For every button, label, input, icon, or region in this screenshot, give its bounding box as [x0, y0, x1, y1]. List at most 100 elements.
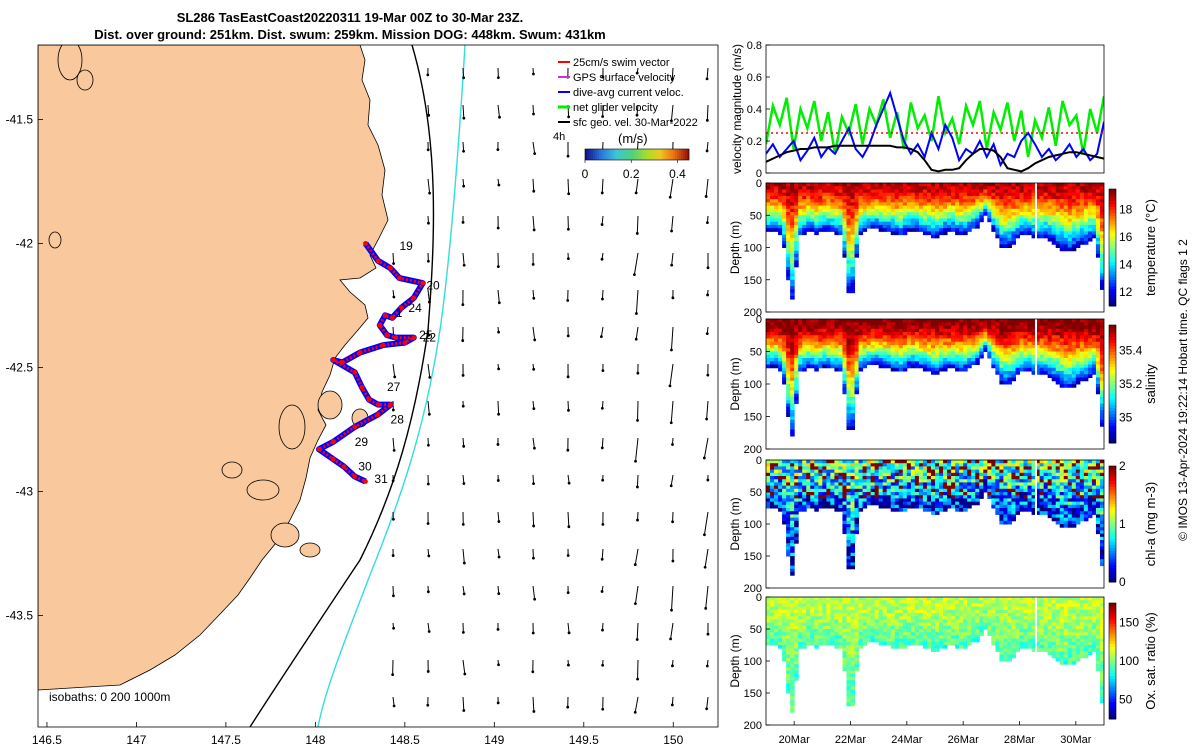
- current-arrow-head: [635, 638, 639, 641]
- current-arrow-head: [600, 257, 604, 261]
- current-arrow-head: [427, 113, 431, 117]
- current-arrow-head: [634, 459, 637, 463]
- day-label: 20: [426, 279, 440, 293]
- current-arrow-head: [600, 446, 604, 450]
- current-arrow-head: [671, 559, 675, 563]
- current-arrow-head: [566, 334, 570, 338]
- day-label: 1: [396, 306, 403, 320]
- track-point: [384, 332, 390, 338]
- current-arrow-head: [566, 227, 570, 231]
- colorbar-cell: [587, 149, 590, 160]
- current-arrow-head: [671, 443, 674, 446]
- current-arrow-head: [497, 183, 501, 187]
- current-arrow-head: [532, 72, 535, 76]
- colorbar-cell: [641, 149, 644, 160]
- tasmania-land: [38, 45, 389, 691]
- colorbar-cell: [667, 149, 670, 160]
- current-arrow: [634, 696, 639, 713]
- current-arrow-head: [567, 525, 571, 529]
- current-arrow: [567, 511, 570, 527]
- current-arrow-head: [566, 257, 570, 261]
- current-arrow: [532, 141, 536, 154]
- current-arrow-head: [532, 367, 536, 371]
- colorbar-cell: [591, 149, 594, 160]
- current-arrow-head: [636, 677, 639, 681]
- current-arrow-head: [392, 594, 395, 598]
- track-point: [411, 335, 417, 341]
- colorbar-cell: [679, 149, 682, 160]
- current-arrow-head: [634, 191, 638, 195]
- current-arrow: [601, 548, 604, 560]
- current-arrow-head: [496, 443, 500, 446]
- current-arrow: [671, 585, 674, 611]
- current-arrow-head: [461, 373, 465, 377]
- colorbar-cell: [595, 149, 598, 160]
- current-arrow-head: [532, 524, 536, 528]
- current-arrow-head: [566, 591, 570, 595]
- current-arrow-head: [706, 221, 709, 225]
- colorbar-prefix: 4h: [553, 131, 565, 143]
- colorbar-tick-label: 0: [582, 167, 589, 181]
- current-arrow-head: [461, 339, 465, 342]
- colorbar-cell: [613, 149, 616, 160]
- legend-item-swim: 25cm/s swim vector: [558, 57, 670, 69]
- current-arrow-head: [601, 523, 605, 526]
- colorbar-cell: [625, 149, 628, 160]
- colorbar-cell: [593, 149, 596, 160]
- current-arrow: [703, 437, 709, 459]
- legend-sfc-label: sfc geo. vel. 30-Mar-2022: [573, 117, 698, 129]
- colorbar-cell: [623, 149, 626, 160]
- colorbar-cell: [605, 149, 608, 160]
- colorbar-cell: [611, 149, 614, 160]
- track-point: [316, 446, 322, 452]
- track-point: [393, 335, 399, 341]
- current-arrow-head: [427, 443, 430, 447]
- colorbar-cell: [649, 149, 652, 160]
- current-arrow: [670, 400, 674, 423]
- current-arrow-head: [670, 348, 673, 352]
- isobath-label: isobaths: 0 200 1000m: [49, 690, 170, 704]
- current-arrow-head: [462, 76, 466, 80]
- map-xtick-label: 149.5: [569, 733, 599, 747]
- current-arrow-head: [532, 482, 535, 486]
- current-arrow-head: [498, 115, 501, 119]
- current-arrow-head: [497, 592, 501, 596]
- legend-item-current: dive-avg current veloc.: [558, 87, 684, 99]
- current-arrow: [671, 252, 674, 266]
- track-point: [377, 322, 383, 328]
- current-arrow-head: [566, 154, 570, 158]
- current-arrow-head: [533, 597, 537, 601]
- current-arrow-head: [567, 192, 571, 196]
- colorbar-cell: [597, 149, 600, 160]
- current-arrow-head: [531, 262, 535, 266]
- current-arrow-head: [496, 265, 500, 269]
- current-arrow-head: [497, 367, 501, 371]
- current-arrow-head: [600, 223, 604, 226]
- current-arrow: [635, 437, 639, 462]
- track-point: [375, 412, 381, 417]
- current-arrow-head: [392, 448, 396, 452]
- day-label: 29: [355, 435, 369, 449]
- current-arrow: [706, 400, 709, 420]
- current-arrow-head: [566, 299, 570, 302]
- current-arrow-head: [532, 189, 536, 193]
- current-arrow: [567, 622, 570, 633]
- current-arrow-head: [706, 478, 710, 482]
- map-xtick-label: 148: [305, 733, 325, 747]
- current-arrow: [462, 696, 465, 711]
- current-arrow-head: [703, 565, 707, 569]
- colorbar-cell: [637, 149, 640, 160]
- current-arrow: [636, 215, 639, 234]
- current-arrow-head: [671, 296, 675, 300]
- current-arrow-head: [532, 710, 536, 713]
- day-label: 19: [399, 239, 413, 253]
- colorbar-cell: [629, 149, 632, 160]
- colorbar-cell: [639, 149, 642, 160]
- current-arrow: [462, 252, 465, 266]
- current-arrow: [703, 511, 709, 535]
- current-arrow-head: [702, 456, 706, 460]
- current-arrow-head: [461, 303, 465, 307]
- current-arrow-head: [391, 408, 395, 412]
- colorbar-cell: [607, 149, 610, 160]
- legend-item-gps: GPS surface velocity: [558, 72, 676, 84]
